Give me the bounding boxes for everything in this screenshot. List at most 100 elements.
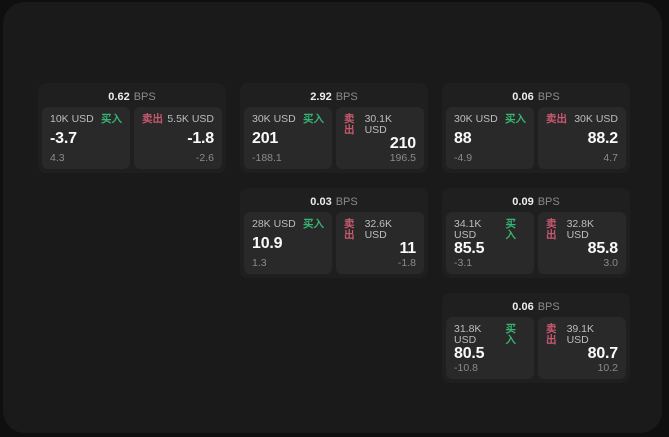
buy-tile-header: 28K USD 买入 <box>252 219 324 230</box>
sell-tile[interactable]: 卖出 32.6K USD 11 -1.8 <box>336 212 424 275</box>
quote-card: 0.62 BPS 10K USD 买入 -3.7 4.3 卖出 5.5K USD… <box>38 83 226 173</box>
buy-size: 30K USD <box>454 113 498 125</box>
buy-tile[interactable]: 28K USD 买入 10.9 1.3 <box>244 212 332 275</box>
buy-sub-value: 4.3 <box>50 151 65 164</box>
buy-tile-header: 10K USD 买入 <box>50 114 122 125</box>
buy-tile[interactable]: 31.8K USD 买入 80.5 -10.8 <box>446 317 534 380</box>
sell-price: 80.7 <box>587 345 619 362</box>
sell-size: 30K USD <box>574 113 618 125</box>
sell-size: 39.1K USD <box>566 323 595 346</box>
buy-size: 30K USD <box>252 113 296 125</box>
buy-price: 201 <box>252 129 279 147</box>
sell-tile[interactable]: 卖出 30K USD 88.2 4.7 <box>538 107 626 169</box>
buy-badge: 买入 <box>505 323 516 346</box>
sell-sub-value: 10.2 <box>597 361 618 374</box>
quote-tiles: 34.1K USD 买入 85.5 -3.1 卖出 32.8K USD 85.8… <box>446 212 626 275</box>
buy-badge: 买入 <box>303 113 324 125</box>
buy-badge: 买入 <box>303 218 324 230</box>
spread-value: 0.06 <box>512 300 534 313</box>
buy-price: 88 <box>454 129 472 147</box>
spread-value: 0.03 <box>310 195 332 208</box>
spread-value: 0.06 <box>512 90 534 103</box>
spread-unit: BPS <box>335 90 358 103</box>
sell-sub-value: -2.6 <box>195 151 214 164</box>
buy-price: 85.5 <box>454 240 485 257</box>
buy-sub-value: -4.9 <box>454 151 473 164</box>
quote-card: 0.09 BPS 34.1K USD 买入 85.5 -3.1 卖出 32.8K… <box>442 188 630 278</box>
sell-sub-value: -1.8 <box>397 256 416 269</box>
buy-badge: 买入 <box>101 113 122 125</box>
buy-badge: 买入 <box>505 218 516 241</box>
sell-tile-header: 卖出 30K USD <box>546 114 618 125</box>
spread-unit: BPS <box>537 300 560 313</box>
quote-card: 0.06 BPS 30K USD 买入 88 -4.9 卖出 30K USD 8… <box>442 83 630 173</box>
spread-header: 0.03 BPS <box>244 192 424 212</box>
buy-tile-header: 31.8K USD 买入 <box>454 324 526 345</box>
buy-tile[interactable]: 34.1K USD 买入 85.5 -3.1 <box>446 212 534 275</box>
sell-size: 32.8K USD <box>566 218 595 241</box>
sell-tile-header: 卖出 32.8K USD <box>546 219 618 240</box>
buy-tile-header: 34.1K USD 买入 <box>454 219 526 240</box>
quote-tiles: 30K USD 买入 88 -4.9 卖出 30K USD 88.2 4.7 <box>446 107 626 169</box>
buy-price: 10.9 <box>252 234 283 252</box>
sell-size: 30.1K USD <box>364 113 393 136</box>
sell-badge: 卖出 <box>546 113 567 125</box>
spread-header: 0.09 BPS <box>446 192 626 212</box>
sell-tile-header: 卖出 39.1K USD <box>546 324 618 345</box>
buy-size: 10K USD <box>50 113 94 125</box>
buy-price: 80.5 <box>454 345 485 362</box>
sell-price: 85.8 <box>587 240 619 257</box>
sell-tile[interactable]: 卖出 30.1K USD 210 196.5 <box>336 107 424 170</box>
buy-tile[interactable]: 30K USD 买入 88 -4.9 <box>446 107 534 169</box>
buy-size: 31.8K USD <box>454 323 482 346</box>
buy-sub-value: 1.3 <box>252 256 267 269</box>
buy-sub-value: -188.1 <box>252 151 282 164</box>
sell-tile[interactable]: 卖出 39.1K USD 80.7 10.2 <box>538 317 626 380</box>
sell-tile[interactable]: 卖出 32.8K USD 85.8 3.0 <box>538 212 626 275</box>
buy-price: -3.7 <box>50 129 77 147</box>
spread-value: 0.09 <box>512 195 534 208</box>
spread-unit: BPS <box>133 90 156 103</box>
sell-badge: 卖出 <box>142 113 163 125</box>
sell-size: 5.5K USD <box>167 113 214 125</box>
sell-tile-header: 卖出 32.6K USD <box>344 219 416 240</box>
sell-badge: 卖出 <box>344 218 355 241</box>
spread-header: 2.92 BPS <box>244 87 424 107</box>
sell-sub-value: 4.7 <box>603 151 618 164</box>
sell-badge: 卖出 <box>344 113 355 136</box>
sell-sub-value: 3.0 <box>603 256 618 269</box>
spread-header: 0.06 BPS <box>446 87 626 107</box>
sell-price: -1.8 <box>187 129 214 147</box>
buy-sub-value: -3.1 <box>454 256 473 269</box>
quotes-grid: 0.62 BPS 10K USD 买入 -3.7 4.3 卖出 5.5K USD… <box>38 83 630 383</box>
buy-tile-header: 30K USD 买入 <box>454 114 526 125</box>
sell-size: 32.6K USD <box>364 218 393 241</box>
sell-tile-header: 卖出 5.5K USD <box>142 114 214 125</box>
sell-badge: 卖出 <box>546 323 557 346</box>
sell-price: 210 <box>389 135 416 152</box>
quote-card: 0.03 BPS 28K USD 买入 10.9 1.3 卖出 32.6K US… <box>240 188 428 278</box>
spread-header: 0.62 BPS <box>42 87 222 107</box>
spread-unit: BPS <box>537 90 560 103</box>
spread-value: 0.62 <box>108 90 130 103</box>
quote-tiles: 10K USD 买入 -3.7 4.3 卖出 5.5K USD -1.8 -2.… <box>42 107 222 169</box>
buy-tile[interactable]: 30K USD 买入 201 -188.1 <box>244 107 332 170</box>
sell-sub-value: 196.5 <box>389 151 416 164</box>
buy-tile[interactable]: 10K USD 买入 -3.7 4.3 <box>42 107 130 169</box>
sell-badge: 卖出 <box>546 218 557 241</box>
sell-price: 88.2 <box>587 129 619 147</box>
spread-unit: BPS <box>537 195 560 208</box>
spread-unit: BPS <box>335 195 358 208</box>
sell-tile-header: 卖出 30.1K USD <box>344 114 416 135</box>
sell-price: 11 <box>399 240 416 257</box>
buy-tile-header: 30K USD 买入 <box>252 114 324 125</box>
buy-size: 34.1K USD <box>454 218 482 241</box>
quote-tiles: 28K USD 买入 10.9 1.3 卖出 32.6K USD 11 -1.8 <box>244 212 424 275</box>
sell-tile[interactable]: 卖出 5.5K USD -1.8 -2.6 <box>134 107 222 169</box>
spread-value: 2.92 <box>310 90 332 103</box>
quote-tiles: 30K USD 买入 201 -188.1 卖出 30.1K USD 210 1… <box>244 107 424 170</box>
quote-tiles: 31.8K USD 买入 80.5 -10.8 卖出 39.1K USD 80.… <box>446 317 626 380</box>
buy-size: 28K USD <box>252 218 296 230</box>
spread-header: 0.06 BPS <box>446 297 626 317</box>
quote-card: 2.92 BPS 30K USD 买入 201 -188.1 卖出 30.1K … <box>240 83 428 173</box>
